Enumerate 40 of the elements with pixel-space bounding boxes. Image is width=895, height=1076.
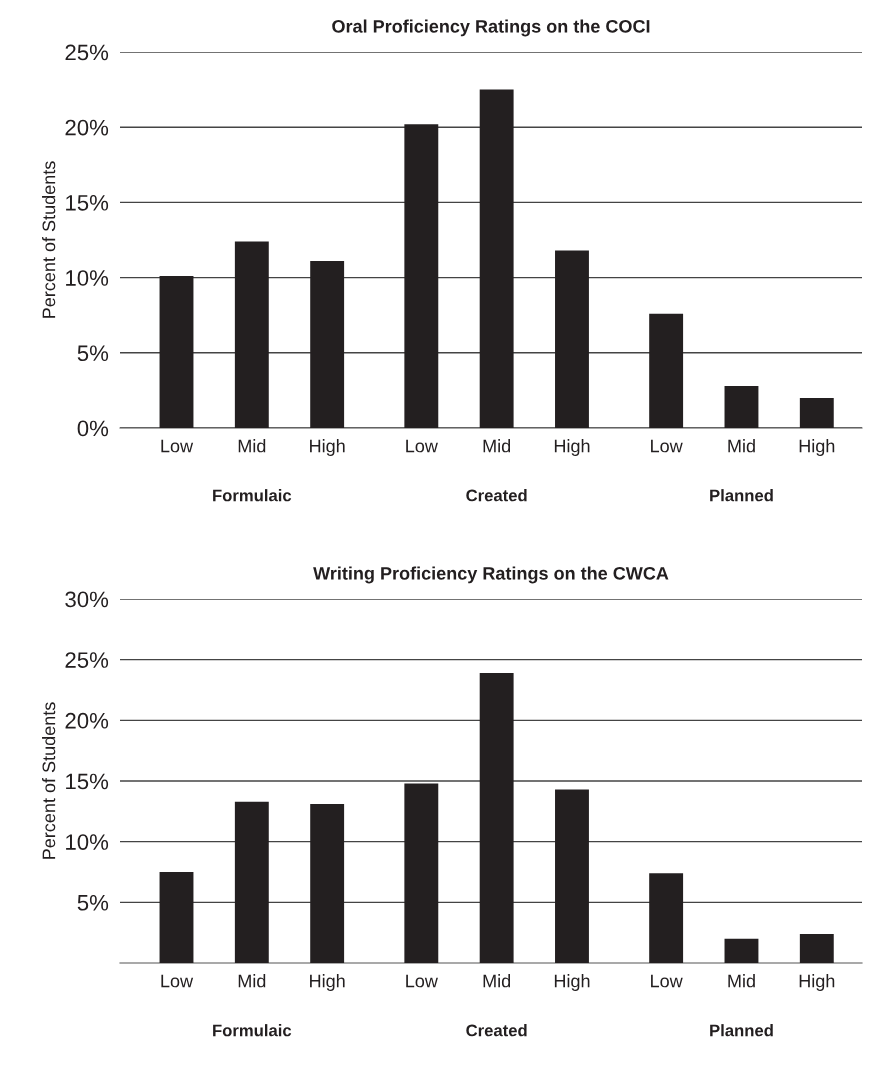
y-tick-label: 25% (65, 44, 109, 61)
x-tick-label: Mid (728, 439, 755, 453)
y-tick-label: 0% (77, 420, 109, 437)
x-tick-label: High (554, 439, 590, 456)
x-tick-label: Low (406, 439, 438, 453)
x-tick-label: Low (651, 439, 683, 453)
x-tick-label: High (310, 439, 345, 456)
y-axis-title: Percent of Students (42, 161, 56, 318)
x-tick-label: Low (161, 439, 194, 453)
x-tick-label: Mid (238, 439, 266, 453)
y-tick-label: 10% (66, 834, 109, 850)
y-tick-label: 15% (66, 773, 109, 790)
y-tick-label: 20% (65, 119, 109, 136)
x-tick-label: Low (651, 974, 683, 988)
x-tick-label: High (799, 439, 835, 456)
y-tick-label: 5% (77, 894, 109, 911)
text: Created (466, 1024, 527, 1037)
x-tick-label: Mid (483, 974, 511, 988)
x-tick-label: Mid (238, 974, 266, 988)
text: Formulaic (213, 1024, 292, 1037)
x-tick-label: Low (406, 974, 438, 988)
x-tick-label: High (554, 974, 590, 991)
chart-title: Oral Proficiency Ratings on the COCI (332, 19, 650, 37)
x-tick-label: Low (161, 974, 194, 988)
x-tick-label: Mid (728, 974, 755, 988)
y-tick-label: 30% (65, 591, 109, 608)
y-tick-label: 25% (65, 652, 109, 668)
chart-title: Writing Proficiency Ratings on the CWCA (313, 566, 669, 584)
x-tick-label: High (310, 974, 345, 991)
x-tick-label: Mid (483, 439, 511, 453)
x-tick-label: High (799, 974, 835, 991)
y-tick-label: 5% (77, 345, 109, 362)
y-axis-title: Percent of Students (42, 702, 56, 859)
text: Created (466, 489, 527, 502)
y-tick-label: 15% (66, 195, 109, 211)
y-tick-label: 20% (65, 712, 109, 729)
text: Planned (710, 489, 773, 502)
text: Formulaic (213, 489, 292, 502)
text: Planned (710, 1024, 773, 1037)
y-tick-label: 10% (66, 270, 109, 286)
